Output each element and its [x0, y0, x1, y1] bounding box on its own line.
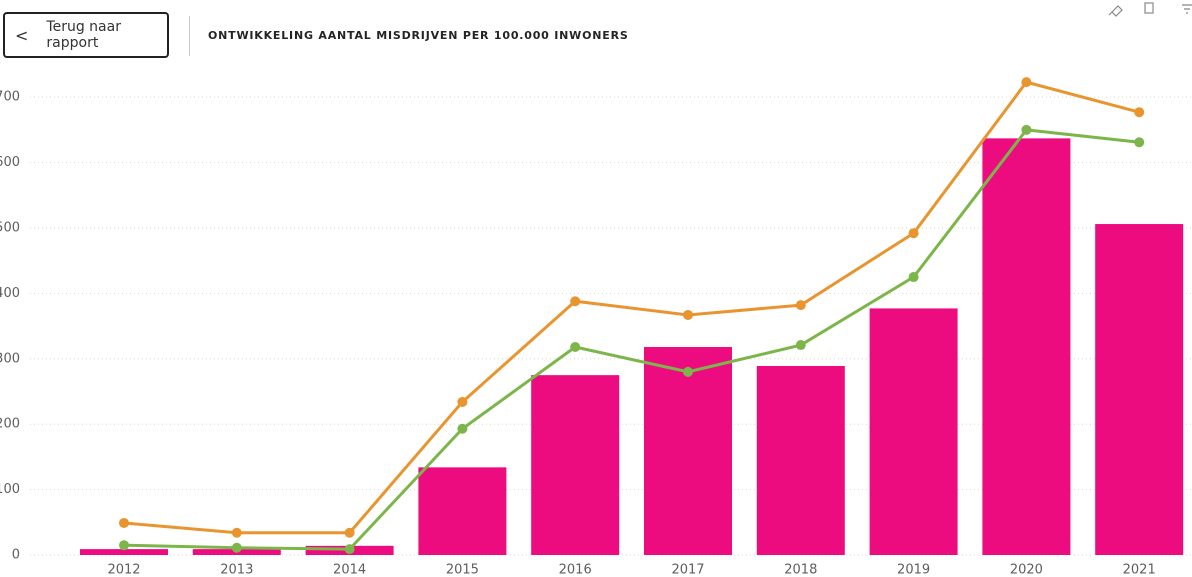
- line: [123, 80, 1140, 535]
- line-point: [908, 228, 919, 239]
- bar: [982, 138, 1071, 556]
- line-point: [231, 542, 242, 553]
- x-tick-label: 2019: [897, 563, 930, 577]
- y-tick-label: 400: [0, 286, 20, 301]
- chart-title: ONTWIKKELING AANTAL MISDRIJVEN PER 100.0…: [208, 29, 629, 42]
- x-tick-label: 2018: [784, 563, 817, 577]
- copy-icon[interactable]: [1144, 2, 1154, 14]
- x-tick-label: 2020: [1010, 563, 1043, 577]
- line-point: [570, 342, 581, 353]
- bar: [531, 375, 620, 555]
- bar: [418, 467, 507, 555]
- y-tick-label: 500: [0, 220, 20, 235]
- line-point: [795, 340, 806, 351]
- bar: [756, 365, 845, 555]
- line-point: [119, 517, 129, 528]
- x-tick-label: 2021: [1123, 563, 1156, 577]
- line-point: [1021, 124, 1032, 135]
- x-tick-label: 2014: [333, 563, 366, 577]
- back-button[interactable]: < Terug naar rapport: [3, 12, 169, 58]
- pin-icon[interactable]: [1108, 5, 1123, 17]
- x-tick-label: 2013: [220, 563, 253, 577]
- y-tick-label: 0: [12, 548, 20, 563]
- toolbar-icons: [1108, 2, 1192, 17]
- x-tick-label: 2012: [107, 563, 140, 577]
- line-point: [1134, 137, 1145, 148]
- line-point: [231, 527, 242, 538]
- x-tick-label: 2016: [559, 563, 592, 577]
- x-tick-label: 2017: [671, 563, 704, 577]
- y-tick-label: 100: [0, 482, 20, 497]
- line-point: [119, 540, 129, 551]
- line: [123, 128, 1140, 551]
- x-tick-label: 2015: [446, 563, 479, 577]
- line-point: [457, 423, 468, 434]
- y-tick-label: 200: [0, 417, 20, 432]
- bar: [1095, 224, 1184, 555]
- line-point: [457, 396, 468, 407]
- bar: [644, 347, 732, 555]
- y-tick-label: 600: [0, 155, 20, 170]
- line-point: [1134, 107, 1145, 118]
- chevron-icon: <: [15, 25, 29, 45]
- back-button-label: Terug naar rapport: [46, 19, 121, 51]
- filter-icon[interactable]: [1182, 4, 1192, 14]
- line-point: [908, 272, 919, 283]
- divider: [189, 16, 190, 56]
- y-tick-label: 300: [0, 351, 20, 366]
- bar: [869, 308, 958, 555]
- bar: [80, 549, 168, 555]
- line-point: [1021, 77, 1032, 88]
- y-tick-label: 700: [0, 90, 20, 105]
- line-point: [344, 544, 355, 555]
- line-point: [344, 527, 355, 538]
- line-point: [683, 366, 693, 377]
- line-point: [795, 300, 806, 311]
- line-point: [570, 296, 581, 307]
- line-point: [683, 309, 693, 320]
